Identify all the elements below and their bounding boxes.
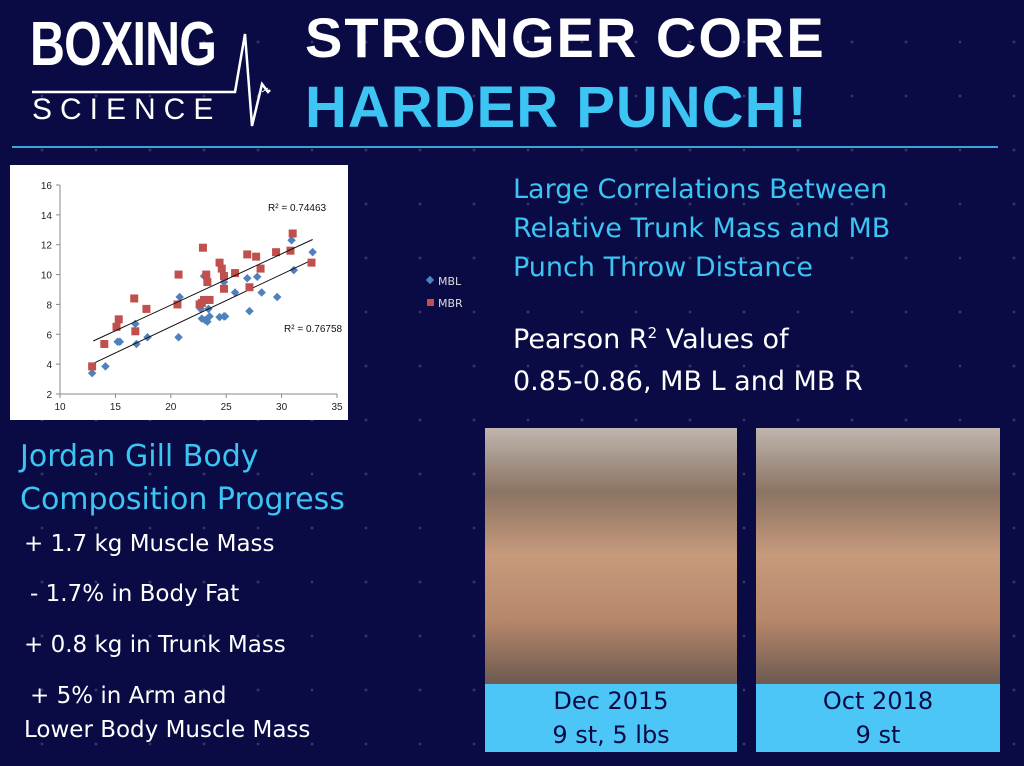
mbr-point [231, 269, 240, 278]
title-line1: STRONGER CORE [305, 6, 826, 69]
mbr-point [173, 300, 182, 309]
right-heading-3: Punch Throw Distance [513, 252, 813, 283]
stat-muscle-mass: + 1.7 kg Muscle Mass [24, 531, 275, 557]
mbl-point [115, 337, 125, 346]
mbl-point [87, 368, 97, 378]
mbl-point [101, 362, 110, 371]
mbl-point [220, 312, 230, 321]
stat-body-fat: - 1.7% in Body Fat [30, 581, 240, 607]
caption-weight: 9 st, 5 lbs [552, 721, 670, 749]
logo-boxing: BOXING [30, 10, 217, 79]
pearson-pre: Pearson R [513, 324, 648, 355]
y-tick-label: 12 [41, 241, 53, 252]
pearson-post: Values of [657, 324, 789, 355]
mbr-point [100, 339, 109, 348]
mbr-point [112, 322, 121, 331]
stat-trunk-mass: + 0.8 kg in Trunk Mass [24, 632, 286, 658]
y-tick-label: 6 [46, 330, 52, 341]
x-tick-label: 30 [276, 402, 288, 413]
pearson-sup: 2 [647, 324, 658, 342]
y-tick-label: 10 [41, 271, 53, 282]
x-tick-label: 25 [221, 402, 233, 413]
legend-mbl: MBL [438, 275, 462, 288]
x-tick-label: 20 [165, 402, 177, 413]
mbr-point [200, 295, 209, 304]
y-tick-label: 4 [46, 360, 52, 371]
mbr-point [288, 229, 297, 238]
legend-mbr-marker [427, 299, 434, 306]
mbr-point [130, 294, 139, 303]
heartbeat-logo-icon [32, 33, 271, 127]
caption-oct-2018: Oct 2018 9 st [756, 684, 1000, 752]
legend-mbr: MBR [438, 297, 463, 310]
mbl-point [252, 272, 262, 282]
mbr-point [219, 284, 228, 293]
mbr-point [142, 304, 151, 313]
right-heading-2: Relative Trunk Mass and MB [513, 213, 891, 244]
caption-date: Dec 2015 [553, 687, 669, 715]
left-heading: Jordan Gill Body Composition Progress [20, 435, 345, 521]
logo-science: SCIENCE [32, 93, 222, 126]
mbr-point [114, 315, 123, 324]
mbl-point [308, 247, 317, 257]
mbr-point [131, 327, 140, 336]
mbr-point [256, 264, 265, 273]
y-tick-label: 16 [41, 181, 53, 192]
mbl-point [174, 333, 183, 342]
pearson-text: Pearson R2 Values of 0.85-0.86, MB L and… [513, 312, 863, 403]
x-tick-label: 35 [331, 402, 343, 413]
mbr-point [307, 258, 316, 267]
scatter-chart: 2 4 6 8 10 12 14 16 10 15 20 25 30 35 R² = 0.74463 R² =… [10, 165, 348, 420]
mbl-point [230, 288, 240, 297]
mbr-point [217, 264, 226, 273]
mbl-point [272, 292, 282, 302]
photo-dec-2015 [485, 428, 737, 684]
legend-mbl-marker [425, 275, 435, 285]
mbl-point [131, 319, 140, 329]
x-tick-label: 15 [110, 402, 122, 413]
caption-dec-2015: Dec 2015 9 st, 5 lbs [485, 684, 737, 752]
mbr-point [252, 252, 261, 261]
legend-markers [425, 275, 435, 306]
y-tick-label: 14 [41, 211, 53, 222]
photo-oct-2018 [756, 428, 1000, 684]
r2-label-mbl: R² = 0.76758 [284, 324, 343, 335]
caption-date: Oct 2018 [822, 687, 934, 715]
header-divider [12, 146, 998, 148]
left-heading-2: Composition Progress [20, 482, 345, 517]
left-heading-1: Jordan Gill Body [20, 439, 259, 474]
stat-arm-muscle: + 5% in Arm and [30, 683, 227, 709]
mbr-point [286, 246, 295, 255]
mbl-trendline [93, 259, 313, 364]
stat-lower-body: Lower Body Muscle Mass [24, 717, 311, 743]
mbl-point [205, 312, 214, 321]
mbr-point [202, 270, 211, 279]
chart-svg: 2 4 6 8 10 12 14 16 10 15 20 25 30 35 R² = 0.74463 R² =… [41, 181, 343, 413]
y-tick-label: 8 [46, 300, 52, 311]
mbr-point [198, 243, 207, 252]
mbr-point [272, 248, 281, 257]
mbr-point [245, 283, 254, 292]
title-line2: HARDER PUNCH! [305, 75, 808, 140]
mbr-point [215, 258, 224, 267]
mbl-point [257, 288, 266, 297]
mbl-point [245, 306, 254, 316]
mbl-point [243, 274, 252, 283]
mbr-point [203, 278, 212, 287]
pearson-values: 0.85-0.86, MB L and MB R [513, 366, 863, 397]
mbr-point [174, 270, 183, 279]
mbr-point [88, 362, 97, 371]
mbr-trendline [93, 239, 313, 342]
mbr-point [219, 272, 228, 281]
mbl-point [175, 292, 184, 302]
caption-weight: 9 st [855, 721, 901, 749]
r2-label-mbr: R² = 0.74463 [268, 203, 327, 214]
mbl-point [287, 235, 296, 245]
x-tick-label: 10 [54, 402, 66, 413]
mbr-point [205, 295, 214, 304]
mbr-point [243, 250, 252, 259]
right-heading-1: Large Correlations Between [513, 174, 888, 205]
y-tick-label: 2 [46, 390, 52, 401]
